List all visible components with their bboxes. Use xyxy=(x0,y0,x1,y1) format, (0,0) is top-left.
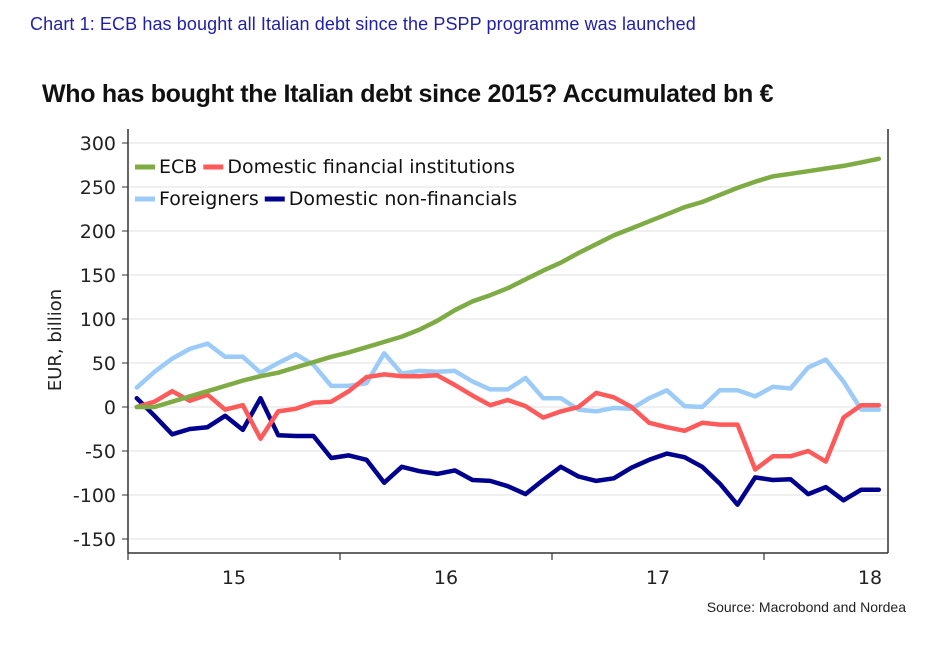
x-tick-label: 18 xyxy=(858,567,882,589)
gridlines xyxy=(128,142,888,540)
y-tick-label: 200 xyxy=(80,221,116,243)
y-tick-label: 50 xyxy=(92,353,116,375)
x-axis-ticks: 15 16 17 18 xyxy=(127,553,882,589)
series-line-foreigners xyxy=(134,341,882,414)
legend: ECB Domestic financial institutions Foreig… xyxy=(135,156,517,210)
y-tick-label: -50 xyxy=(85,441,116,463)
y-axis-ticks: 300 250 200 150 100 50 0 -50 -100 -150 xyxy=(73,133,128,551)
y-tick-label: 0 xyxy=(104,397,116,419)
legend-label: Domestic non-financials xyxy=(289,188,517,210)
legend-label: Domestic financial institutions xyxy=(227,156,515,178)
axes xyxy=(127,129,889,554)
x-tick-label: 15 xyxy=(222,567,246,589)
legend-label: ECB xyxy=(159,156,197,178)
y-tick-label: 150 xyxy=(80,265,116,287)
x-tick-label: 17 xyxy=(646,567,670,589)
y-tick-label: -100 xyxy=(73,485,116,507)
y-tick-label: 300 xyxy=(80,133,116,155)
series-line-ecb xyxy=(134,156,882,410)
series-line-domestic-financial xyxy=(134,372,882,472)
chart-title: Who has bought the Italian debt since 20… xyxy=(42,80,774,108)
y-axis-label: EUR, billion xyxy=(45,289,66,391)
source-note: Source: Macrobond and Nordea xyxy=(706,599,906,615)
y-tick-label: 250 xyxy=(80,177,116,199)
y-tick-label: 100 xyxy=(80,309,116,331)
x-tick-label: 16 xyxy=(434,567,458,589)
legend-label: Foreigners xyxy=(159,188,259,210)
y-tick-label: -150 xyxy=(73,529,116,551)
series-line-domestic-nonfinancial xyxy=(134,395,882,507)
series-lines xyxy=(134,156,882,507)
chart-caption: Chart 1: ECB has bought all Italian debt… xyxy=(30,14,696,34)
